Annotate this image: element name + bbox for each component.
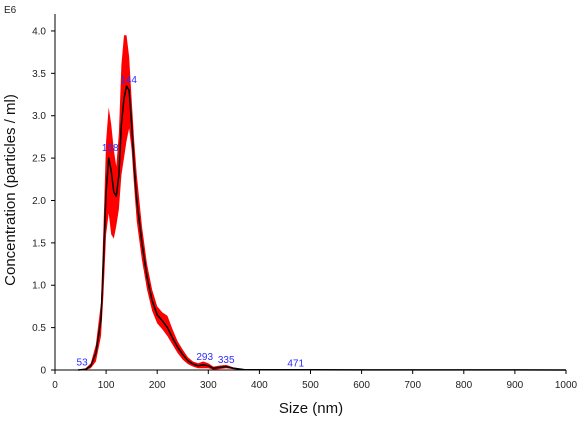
y-tick-label: 3.5 (32, 69, 46, 80)
x-tick-label: 300 (200, 380, 217, 391)
peak-label: 471 (287, 359, 304, 370)
error-band (78, 35, 566, 370)
y-tick-label: 0 (40, 366, 46, 377)
y-tick-label: 0.5 (32, 323, 46, 334)
x-tick-label: 400 (251, 380, 268, 391)
peak-label: 144 (120, 75, 137, 86)
x-tick-label: 600 (353, 380, 370, 391)
x-tick-label: 900 (507, 380, 524, 391)
peak-label: 108 (102, 143, 119, 154)
y-tick-label: 1.5 (32, 238, 46, 249)
x-tick-label: 200 (149, 380, 166, 391)
peak-label: 293 (196, 352, 213, 363)
y-exponent-label: E6 (4, 5, 17, 16)
y-tick-label: 2.5 (32, 154, 46, 165)
x-tick-label: 700 (404, 380, 421, 391)
y-axis-title: Concentration (particles / ml) (2, 94, 19, 286)
plot-area: 0 0.5 1.0 1.5 2.0 2.5 3.0 3.5 4.0 0 100 200 300 400 50… (32, 14, 578, 391)
x-tick-label: 500 (302, 380, 319, 391)
y-tick-label: 2.0 (32, 196, 46, 207)
x-tick-label: 100 (98, 380, 115, 391)
x-tick-label: 800 (455, 380, 472, 391)
peak-label: 335 (218, 355, 235, 366)
mean-line (77, 85, 567, 371)
x-axis-title: Size (nm) (279, 400, 343, 417)
x-tick-label: 0 (52, 380, 58, 391)
y-tick-label: 3.0 (32, 111, 46, 122)
peak-label: 53 (77, 357, 89, 368)
x-tick-label: 1000 (555, 380, 578, 391)
y-tick-label: 1.0 (32, 281, 46, 292)
y-tick-label: 4.0 (32, 26, 46, 37)
